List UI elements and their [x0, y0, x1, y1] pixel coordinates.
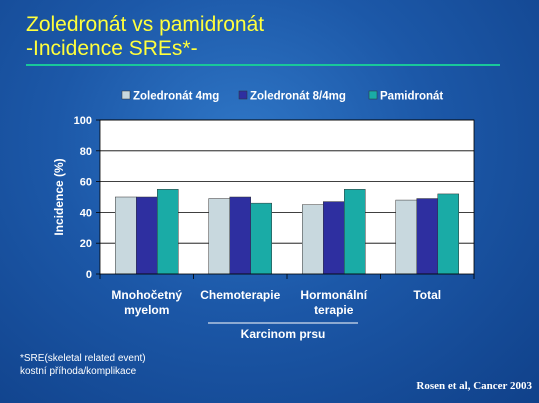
- y-tick-label: 60: [80, 177, 92, 189]
- y-tick-label: 100: [74, 115, 92, 127]
- bar: [157, 189, 179, 275]
- group-label: Karcinom prsu: [241, 327, 326, 341]
- slide-title: Zoledronát vs pamidronát -Incidence SREs…: [26, 13, 264, 61]
- bar: [250, 202, 272, 275]
- footnote-line1: *SRE(skeletal related event): [20, 353, 146, 364]
- bar: [344, 189, 366, 275]
- y-axis-label: Incidence (%): [52, 158, 66, 235]
- legend-label: Zoledronát 8/4mg: [250, 91, 346, 103]
- bar: [115, 196, 137, 275]
- chart-tick-labels: 0 20 40 60 80 100: [74, 115, 100, 281]
- legend-label: Pamidronát: [380, 91, 443, 103]
- source-citation: Rosen et al, Cancer 2003: [416, 380, 532, 392]
- y-tick-label: 40: [80, 207, 92, 219]
- x-category-label: Chemoterapie: [200, 288, 280, 302]
- y-tick-label: 20: [80, 238, 92, 250]
- footnote-line2: kostní příhoda/komplikace: [20, 366, 137, 377]
- footnote: *SRE(skeletal related event) kostní příh…: [20, 352, 146, 378]
- y-tick-label: 0: [86, 269, 92, 281]
- bar: [437, 193, 459, 275]
- bar: [136, 196, 158, 275]
- x-category-label: Hormonální: [300, 288, 367, 302]
- chart-bars: [115, 189, 459, 275]
- legend-swatch: [121, 90, 131, 100]
- bar: [395, 199, 417, 275]
- y-tick-label: 80: [80, 146, 92, 158]
- x-category-label: terapie: [314, 303, 354, 317]
- x-category-label: Total: [413, 288, 441, 302]
- bar: [302, 204, 324, 275]
- x-category-label: myelom: [124, 303, 169, 317]
- title-rule: [26, 64, 500, 66]
- bar: [229, 196, 251, 275]
- bar: [323, 201, 345, 275]
- chart-legend: Zoledronát 4mg Zoledronát 8/4mg Pamidronát: [121, 90, 443, 103]
- legend-label: Zoledronát 4mg: [133, 91, 219, 103]
- slide-title-line1: Zoledronát vs pamidronát: [26, 13, 265, 36]
- bar: [416, 198, 438, 275]
- bar: [208, 198, 230, 275]
- legend-swatch: [238, 90, 248, 100]
- legend-swatch: [368, 90, 378, 100]
- chart-axes: [99, 119, 475, 279]
- slide-title-line2: -Incidence SREs*-: [26, 37, 198, 60]
- x-category-label: Mnohočetný: [111, 288, 182, 302]
